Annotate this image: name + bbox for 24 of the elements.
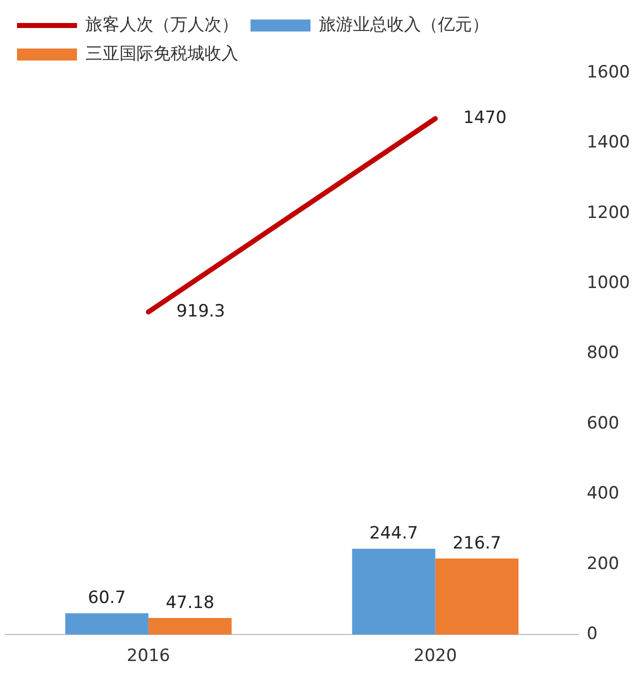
legend-label: 三亚国际免税城收入 xyxy=(86,44,238,64)
x-tick-label: 2020 xyxy=(414,646,457,666)
legend-label: 旅游业总收入（亿元） xyxy=(319,14,489,35)
y-tick-label: 0 xyxy=(586,624,598,644)
x-tick-label: 2016 xyxy=(126,646,170,666)
bar xyxy=(352,548,436,635)
bar xyxy=(65,613,148,635)
data-label: 47.18 xyxy=(166,592,214,613)
y-tick-label: 1400 xyxy=(586,132,630,153)
bar xyxy=(148,618,232,635)
y-tick-label: 200 xyxy=(586,554,620,574)
y-tick-label: 1200 xyxy=(586,202,630,223)
y-tick-label: 400 xyxy=(586,484,620,504)
bar xyxy=(435,558,518,635)
data-label: 1470 xyxy=(463,108,507,128)
y-tick-label: 1000 xyxy=(586,273,630,294)
data-label: 919.3 xyxy=(176,301,226,322)
data-label: 60.7 xyxy=(88,588,126,608)
y-tick-label: 600 xyxy=(586,413,620,434)
y-tick-label: 1600 xyxy=(586,62,630,82)
data-label: 244.7 xyxy=(369,524,418,544)
y-tick-label: 800 xyxy=(586,343,620,364)
legend-label: 旅客人次（万人次） xyxy=(86,14,238,35)
data-label: 216.7 xyxy=(452,533,502,554)
